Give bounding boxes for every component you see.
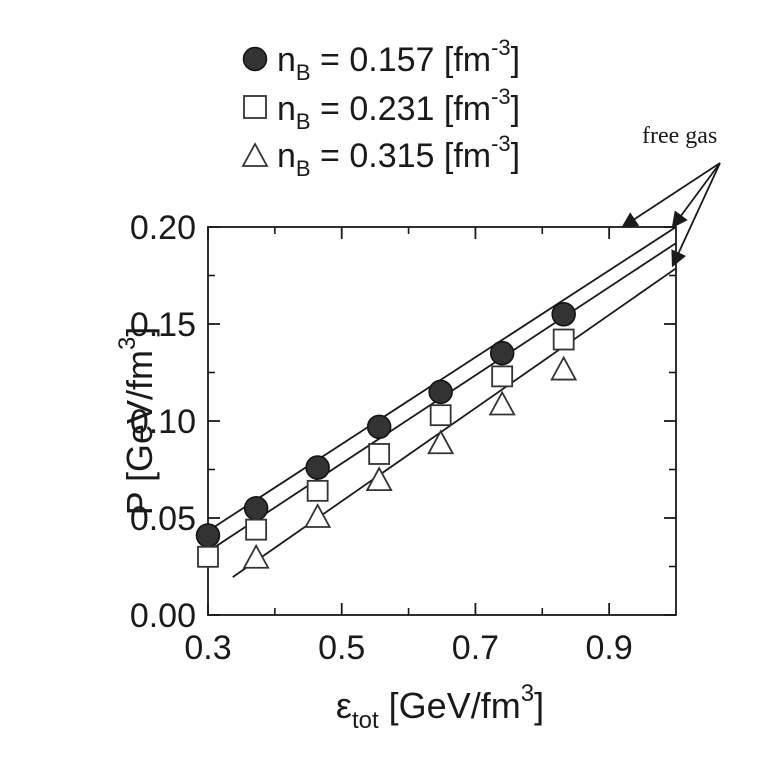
tick-labels: 0.3 0.5 0.7 0.9 0.00 0.05 0.10 0.15 0.20 — [130, 209, 633, 667]
y-tick-label: 0.15 — [130, 306, 196, 344]
point-series-2 — [306, 479, 329, 502]
x-axis-label: εtot [GeV/fm3] — [336, 680, 544, 734]
point-series-1 — [195, 523, 221, 548]
free-gas-label: free gas — [642, 123, 717, 149]
x-tick-label: 0.9 — [586, 629, 633, 667]
point-series-2 — [197, 545, 219, 568]
free-gas-line-1 — [207, 226, 677, 532]
y-tick-label: 0.05 — [130, 500, 196, 538]
point-series-3 — [427, 429, 455, 455]
point-series-2 — [429, 404, 452, 427]
point-series-1 — [428, 379, 453, 405]
point-series-2 — [368, 443, 391, 465]
legend-entry-2: nB = 0.231 [fm-3] — [277, 84, 520, 134]
y-tick-label: 0.20 — [130, 209, 196, 247]
free-gas-arrow-2 — [671, 162, 721, 229]
point-series-1 — [551, 302, 576, 327]
x-tick-label: 0.7 — [452, 629, 499, 667]
legend-entry-1: nB = 0.157 [fm-3] — [277, 35, 520, 85]
point-series-1 — [305, 455, 330, 480]
point-series-3 — [365, 466, 393, 492]
x-tick-label: 0.5 — [318, 629, 365, 667]
point-series-3 — [488, 390, 516, 416]
point-series-1 — [489, 340, 515, 366]
point-series-3 — [304, 503, 332, 528]
point-series-3 — [550, 355, 578, 381]
legend-marker-open-square — [243, 95, 267, 119]
free-gas-arrow-3 — [671, 162, 721, 268]
y-axis-label: P [GeV/fm3] — [114, 327, 160, 516]
free-gas-line-3 — [232, 267, 677, 578]
y-tick-label: 0.00 — [130, 597, 196, 635]
legend-entry-3: nB = 0.315 [fm-3] — [277, 131, 520, 181]
free-gas-arrows — [621, 162, 721, 268]
point-series-2 — [552, 328, 575, 351]
y-tick-label: 0.10 — [130, 403, 196, 441]
point-series-1 — [366, 414, 392, 440]
point-series-2 — [245, 518, 268, 541]
point-series-3 — [242, 543, 270, 569]
x-tick-label: 0.3 — [184, 629, 231, 667]
free-gas-arrow-1 — [621, 162, 721, 228]
point-series-2 — [491, 365, 514, 388]
data-points — [195, 302, 578, 569]
legend-marker-filled-circle — [242, 46, 268, 72]
point-series-1 — [243, 496, 269, 521]
legend: nB = 0.157 [fm-3] nB = 0.231 [fm-3] nB =… — [241, 35, 520, 181]
legend-marker-open-triangle — [241, 142, 269, 167]
free-gas-annotation: free gas — [621, 123, 721, 268]
